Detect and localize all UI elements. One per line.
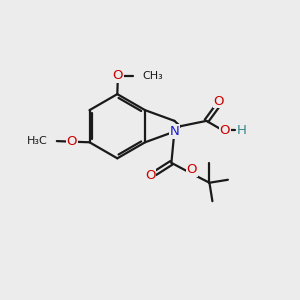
Text: O: O (145, 169, 155, 182)
Text: CH₃: CH₃ (143, 71, 164, 81)
Text: O: O (112, 69, 123, 82)
Text: H: H (236, 124, 246, 137)
Text: N: N (169, 125, 179, 138)
Text: O: O (219, 124, 230, 137)
Text: O: O (186, 163, 197, 176)
Text: O: O (66, 135, 77, 148)
Text: H₃C: H₃C (27, 136, 48, 146)
Text: O: O (214, 95, 224, 108)
